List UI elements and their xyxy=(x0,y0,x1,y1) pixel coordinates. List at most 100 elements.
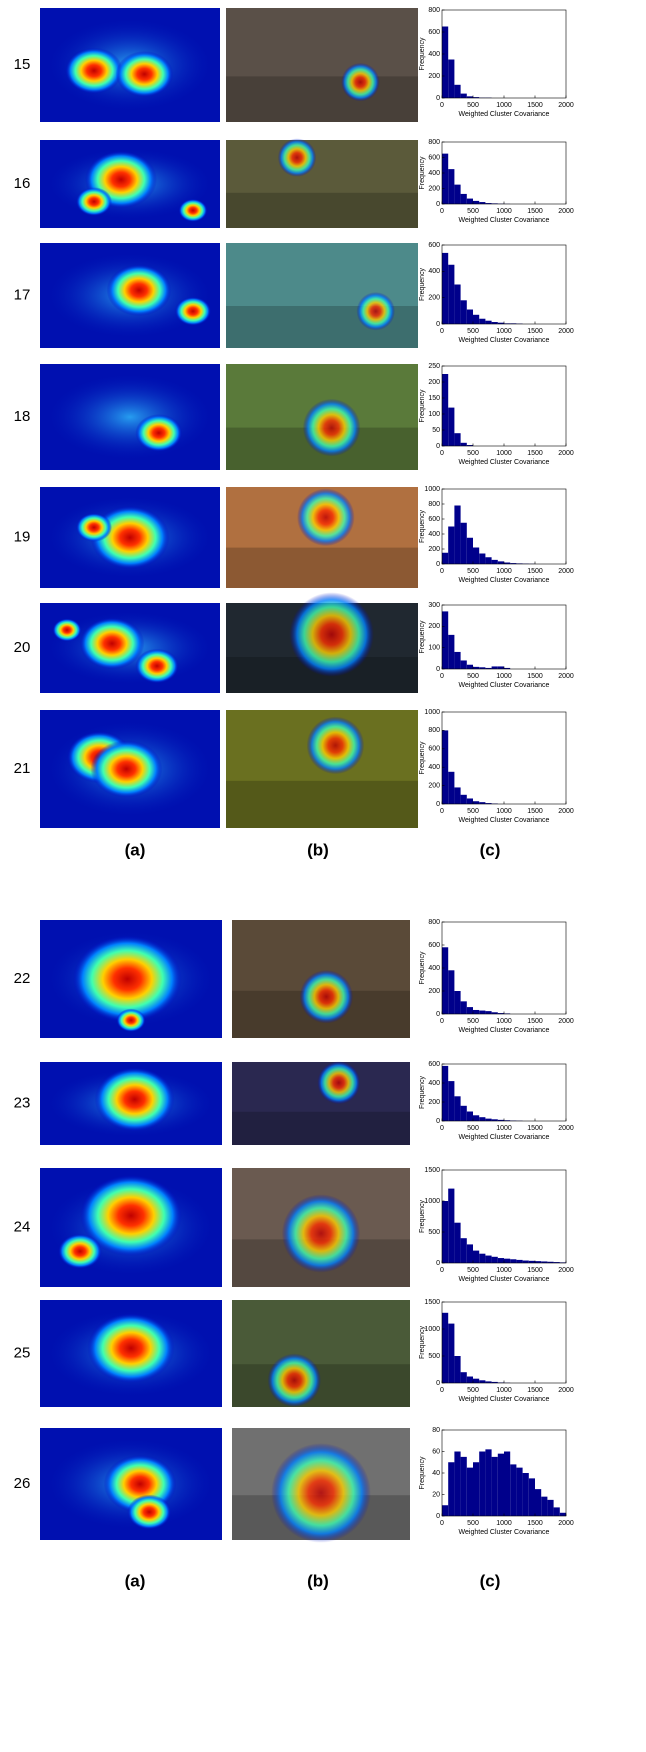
x-tick-label: 1500 xyxy=(527,808,543,815)
x-tick-label: 0 xyxy=(440,1018,444,1025)
histogram-bar xyxy=(454,84,461,98)
histogram-bar xyxy=(491,666,498,669)
y-tick-label: 200 xyxy=(428,1099,440,1106)
y-tick-label: 40 xyxy=(432,1470,440,1477)
x-tick-label: 0 xyxy=(440,102,444,109)
histogram-bar xyxy=(454,651,461,669)
histogram-bar xyxy=(460,1456,467,1516)
photo xyxy=(226,140,418,228)
histogram-bar xyxy=(479,802,486,804)
x-tick-label: 0 xyxy=(440,1520,444,1527)
y-tick-label: 200 xyxy=(428,379,440,386)
fixation-blob xyxy=(267,1353,321,1407)
y-tick-label: 600 xyxy=(428,29,440,36)
histogram-bar xyxy=(510,563,517,564)
photo xyxy=(226,8,418,122)
y-tick-label: 60 xyxy=(432,1448,440,1455)
x-tick-label: 1500 xyxy=(527,1387,543,1394)
histogram-bar xyxy=(516,1259,523,1263)
photo-shade xyxy=(226,547,418,588)
y-tick-label: 600 xyxy=(428,1061,440,1068)
histogram-bar xyxy=(491,559,498,564)
histogram-bar xyxy=(485,667,492,669)
y-tick-label: 200 xyxy=(428,546,440,553)
histogram-bar xyxy=(479,202,486,204)
x-tick-label: 1500 xyxy=(527,673,543,680)
y-tick-label: 0 xyxy=(436,1380,440,1387)
histogram-bar xyxy=(473,1378,480,1383)
histogram-bar xyxy=(485,1381,492,1383)
panel-label: (a) xyxy=(125,840,146,859)
fixation-blob xyxy=(341,62,380,102)
x-tick-label: 1000 xyxy=(496,450,512,457)
x-tick-label: 1000 xyxy=(496,1125,512,1132)
y-tick-label: 0 xyxy=(436,321,440,328)
histogram-bar xyxy=(485,803,492,804)
histogram-bar xyxy=(473,801,480,804)
x-tick-label: 500 xyxy=(467,102,479,109)
histogram-bar xyxy=(454,1451,461,1516)
y-axis-label: Frequency xyxy=(419,509,426,543)
row-label: 18 xyxy=(14,408,31,425)
histogram-bar xyxy=(491,203,498,204)
histogram-bar xyxy=(497,1453,504,1516)
x-tick-label: 500 xyxy=(467,1520,479,1527)
x-tick-label: 0 xyxy=(440,808,444,815)
histogram-bar xyxy=(485,320,492,324)
y-tick-label: 800 xyxy=(428,139,440,146)
histogram-bar xyxy=(473,97,480,98)
histogram-bar xyxy=(442,153,449,204)
y-axis-label: Frequency xyxy=(419,1199,426,1233)
histogram-bar xyxy=(448,1323,455,1383)
y-tick-label: 600 xyxy=(428,154,440,161)
histogram-bar xyxy=(442,552,449,564)
histogram-bar xyxy=(497,561,504,564)
histogram-bar xyxy=(473,314,480,324)
histogram-bar xyxy=(460,1238,467,1263)
histogram-bar xyxy=(460,300,467,324)
y-tick-label: 0 xyxy=(436,666,440,673)
row-label: 17 xyxy=(14,286,31,303)
histogram-bar xyxy=(559,1512,566,1516)
row-label: 19 xyxy=(14,528,31,545)
y-tick-label: 400 xyxy=(428,268,440,275)
histogram-bar xyxy=(504,1120,511,1121)
histogram-bar xyxy=(473,1462,480,1516)
histogram-bar xyxy=(547,1261,554,1263)
x-tick-label: 0 xyxy=(440,1267,444,1274)
histogram-bar xyxy=(442,1312,449,1383)
x-tick-label: 1000 xyxy=(496,808,512,815)
x-tick-label: 0 xyxy=(440,450,444,457)
histogram-bar xyxy=(466,664,473,669)
x-tick-label: 2000 xyxy=(558,328,574,335)
histogram-bar xyxy=(473,1009,480,1014)
x-tick-label: 1500 xyxy=(527,208,543,215)
y-axis-label: Frequency xyxy=(419,1325,426,1359)
histogram-bar xyxy=(448,771,455,804)
heatmap-blob xyxy=(135,648,179,684)
histogram-bar xyxy=(553,1507,560,1516)
x-tick-label: 0 xyxy=(440,673,444,680)
histogram-bar xyxy=(479,318,486,324)
x-tick-label: 2000 xyxy=(558,1125,574,1132)
histogram-bar xyxy=(479,1451,486,1516)
fixation-blob xyxy=(297,488,355,547)
histogram-bar xyxy=(460,93,467,98)
y-tick-label: 600 xyxy=(428,516,440,523)
histogram-bar xyxy=(442,252,449,324)
y-axis-label: Frequency xyxy=(419,389,426,423)
y-tick-label: 0 xyxy=(436,443,440,450)
histogram-bar xyxy=(448,970,455,1014)
x-tick-label: 500 xyxy=(467,450,479,457)
x-tick-label: 1500 xyxy=(527,102,543,109)
y-tick-label: 500 xyxy=(428,1353,440,1360)
x-tick-label: 500 xyxy=(467,1267,479,1274)
panel-label: (a) xyxy=(125,1571,146,1590)
row-label: 22 xyxy=(14,970,31,987)
histogram-bar xyxy=(504,1258,511,1263)
y-axis-label: Frequency xyxy=(419,267,426,301)
histogram-bar xyxy=(442,1065,449,1121)
photo-shade xyxy=(232,1364,410,1407)
y-tick-label: 200 xyxy=(428,623,440,630)
x-tick-label: 1000 xyxy=(496,328,512,335)
